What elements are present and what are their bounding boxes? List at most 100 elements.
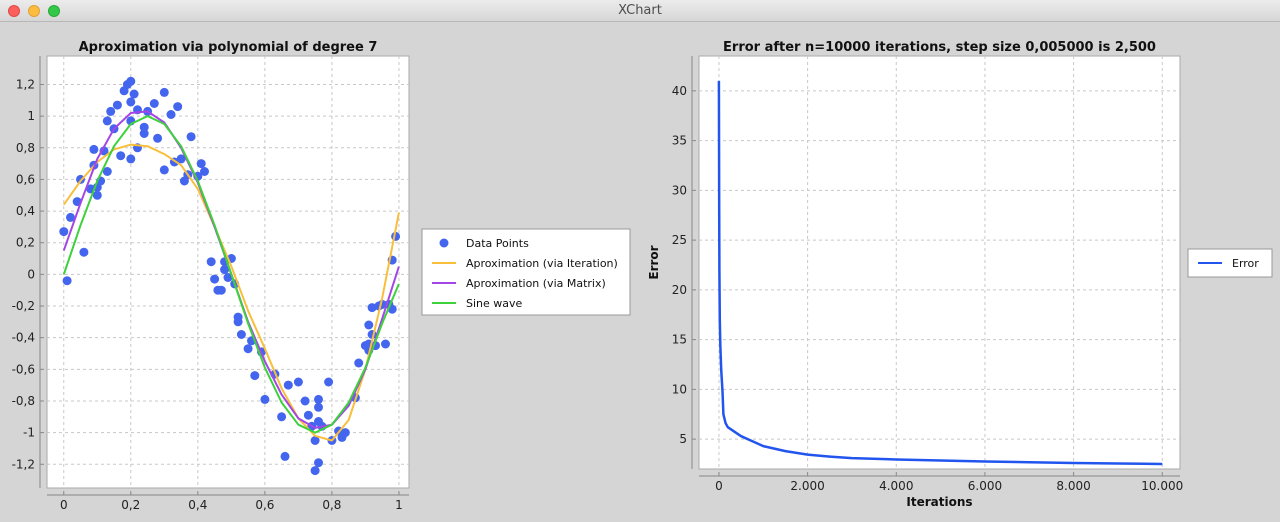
data-point — [92, 190, 102, 200]
y-tick-label: -1 — [23, 426, 35, 440]
y-tick-label: 25 — [672, 233, 687, 247]
data-point — [220, 265, 230, 275]
x-tick-label: 0 — [715, 479, 723, 493]
series-line — [62, 143, 400, 442]
series-line — [717, 80, 1163, 466]
data-point — [364, 320, 374, 330]
data-point — [159, 165, 169, 175]
data-point — [139, 122, 149, 132]
legend-label: Aproximation (via Iteration) — [466, 257, 618, 270]
data-point — [99, 146, 109, 156]
data-point — [303, 410, 313, 420]
series-error — [717, 80, 1163, 466]
series-sine-wave — [62, 115, 400, 434]
data-point — [206, 257, 216, 267]
data-point — [260, 394, 270, 404]
data-point — [213, 285, 223, 295]
maximize-window-button[interactable] — [48, 5, 60, 17]
data-point — [153, 133, 163, 143]
close-window-button[interactable] — [8, 5, 20, 17]
y-tick-label: 0,4 — [16, 204, 35, 218]
data-point — [210, 274, 220, 284]
legend-label: Aproximation (via Matrix) — [466, 277, 606, 290]
series-aproximation-via-iteration — [62, 143, 400, 442]
data-point — [129, 89, 139, 99]
legend-box — [421, 228, 631, 316]
chart-1: Aproximation via polynomial of degree 7 0… — [12, 40, 631, 512]
plot-area — [698, 55, 1181, 470]
y-tick-label: 1,2 — [16, 77, 35, 91]
y-tick-label: 20 — [672, 283, 687, 297]
x-tick-label: 8.000 — [1056, 479, 1090, 493]
data-point — [126, 97, 136, 107]
x-tick-label: 0,2 — [121, 498, 140, 512]
x-tick-label: 4.000 — [879, 479, 913, 493]
y-tick-label: 0,2 — [16, 236, 35, 250]
chart-title: Error after n=10000 iterations, step siz… — [723, 40, 1156, 55]
data-point — [233, 317, 243, 327]
window-title: XChart — [618, 3, 662, 18]
x-tick-label: 10.000 — [1141, 479, 1183, 493]
y-tick-label: -0,4 — [12, 331, 35, 345]
data-point — [102, 167, 112, 176]
x-tick-label: 0,4 — [188, 498, 207, 512]
legend-swatch — [439, 238, 449, 248]
y-tick-label: 15 — [672, 333, 687, 347]
data-point — [283, 380, 293, 390]
y-tick-label: 1 — [27, 109, 35, 123]
x-tick-label: 0,8 — [322, 498, 341, 512]
data-point — [277, 412, 287, 422]
data-point — [126, 154, 136, 164]
legend: Data Points Aproximation (via Iteration) A… — [421, 228, 631, 316]
data-point — [66, 212, 75, 222]
data-point — [186, 132, 196, 142]
data-point — [314, 394, 323, 404]
data-point — [300, 396, 310, 406]
x-axis-title: Iterations — [906, 495, 972, 509]
y-tick-label: -1,2 — [12, 457, 35, 471]
data-point — [196, 159, 206, 169]
data-point — [310, 466, 320, 476]
data-point — [62, 276, 72, 286]
y-tick-label: 10 — [672, 382, 687, 396]
legend-label: Error — [1232, 257, 1259, 270]
legend-label: Sine wave — [466, 297, 523, 310]
data-point — [354, 358, 364, 368]
data-point — [102, 116, 112, 126]
x-tick-label: 0,6 — [255, 498, 274, 512]
x-tick-label: 0 — [60, 498, 68, 512]
data-point — [324, 377, 334, 387]
x-tick-label: 1 — [395, 498, 403, 512]
minimize-window-button[interactable] — [28, 5, 40, 17]
x-tick-label: 6.000 — [968, 479, 1002, 493]
y-tick-label: -0,6 — [12, 362, 35, 376]
data-point — [381, 339, 390, 349]
y-tick-label: 0 — [27, 267, 35, 281]
chart-title: Aproximation via polynomial of degree 7 — [79, 40, 378, 55]
y-tick-label: 5 — [679, 432, 687, 446]
data-point — [59, 227, 69, 237]
legend-label: Data Points — [466, 237, 529, 250]
data-point — [173, 102, 183, 112]
data-point — [250, 371, 260, 381]
data-point — [243, 344, 253, 354]
y-tick-label: 0,8 — [16, 141, 35, 155]
y-tick-label: 40 — [672, 84, 687, 98]
chart-2: Error after n=10000 iterations, step siz… — [647, 40, 1273, 509]
data-point — [340, 428, 350, 438]
charts-canvas: Aproximation via polynomial of degree 7 0… — [12, 40, 1273, 512]
data-point — [79, 247, 89, 257]
window-titlebar: XChart — [0, 0, 1280, 22]
data-point — [159, 87, 169, 97]
x-tick-label: 2.000 — [790, 479, 824, 493]
y-tick-label: -0,2 — [12, 299, 35, 313]
data-point — [176, 154, 186, 164]
data-point — [149, 99, 159, 108]
data-point — [89, 144, 99, 154]
y-tick-label: 30 — [672, 183, 687, 197]
y-axis-title: Error — [647, 245, 661, 279]
data-point — [310, 436, 320, 445]
data-point — [293, 377, 303, 387]
y-tick-label: 0,6 — [16, 172, 35, 186]
legend: Error — [1187, 248, 1273, 278]
